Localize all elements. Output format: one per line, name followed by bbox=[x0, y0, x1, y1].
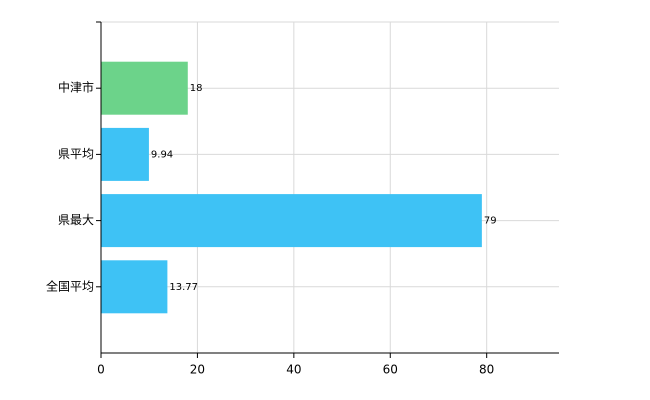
x-tick-label: 60 bbox=[383, 363, 398, 377]
y-tick-label: 県平均 bbox=[58, 147, 94, 161]
y-tick-label: 県最大 bbox=[58, 213, 94, 227]
value-label: 18 bbox=[190, 83, 203, 94]
y-tick-label: 全国平均 bbox=[46, 278, 94, 293]
value-label: 9.94 bbox=[151, 149, 173, 160]
x-tick-label: 20 bbox=[190, 363, 205, 377]
y-tick-label: 中津市 bbox=[58, 80, 94, 95]
bar bbox=[101, 194, 482, 248]
bar bbox=[101, 127, 149, 181]
bar bbox=[101, 260, 168, 314]
x-tick-label: 40 bbox=[286, 363, 301, 377]
value-label: 79 bbox=[484, 216, 497, 227]
x-tick-label: 0 bbox=[97, 363, 105, 377]
x-tick-label: 80 bbox=[479, 363, 494, 377]
bar bbox=[101, 61, 188, 115]
value-label: 13.77 bbox=[169, 282, 198, 293]
